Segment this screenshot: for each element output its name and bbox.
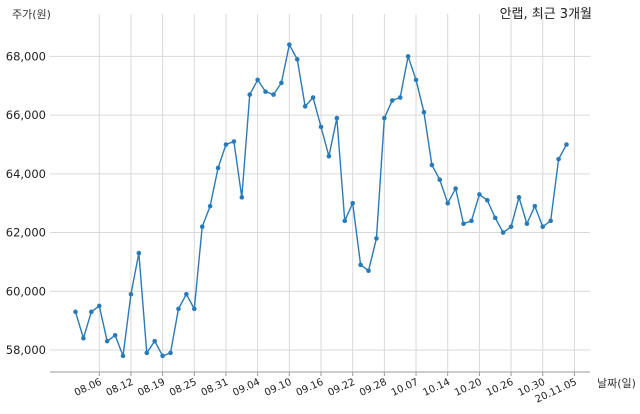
x-tick-label: 09.10 [263,377,294,399]
data-point [223,142,229,147]
x-tick-label: 10.07 [390,377,421,399]
x-tick-label: 08.06 [73,377,104,399]
y-tick-label: 64,000 [6,167,46,181]
x-tick-labels: 08.06 08.12 08.19 08.25 08.31 09.04 09.10 09.16… [73,377,579,406]
data-point [342,218,348,224]
data-point [413,77,419,83]
data-point [492,215,498,221]
data-point [136,250,142,256]
data-point [469,218,474,224]
data-point [318,124,324,130]
data-point [326,153,332,159]
data-point [120,353,126,359]
data-point [358,262,363,268]
data-point [191,306,197,312]
data-point [421,109,427,115]
x-tick-label: 08.12 [105,377,136,399]
data-point [73,309,78,315]
data-point [279,80,284,86]
data-point [485,197,490,203]
data-point [548,218,553,224]
data-point [532,203,538,209]
data-point [405,54,411,59]
y-axis-title: 주가(원) [12,8,51,21]
data-point [477,192,482,197]
data-point [429,162,435,168]
data-point [271,92,276,97]
data-point [540,224,546,229]
data-point [294,57,300,62]
data-point [500,230,506,235]
data-point [366,268,371,274]
data-point [239,195,245,200]
data-point [152,338,157,344]
data-point [168,350,173,356]
x-tick-label: 08.31 [200,377,231,399]
x-tick-label: 10.20 [453,377,484,399]
data-point [184,291,189,297]
y-tick-label: 58,000 [6,343,46,357]
data-point [310,95,316,100]
data-point [128,291,134,297]
y-tick-label: 60,000 [6,284,46,298]
data-point [247,92,253,97]
data-point [144,350,150,356]
x-tick-label: 09.28 [358,377,389,399]
y-tick-label: 62,000 [6,226,46,240]
data-point [207,203,213,209]
series [73,42,569,359]
data-point [231,139,237,144]
data-point [508,224,514,229]
data-point [374,236,379,241]
data-point [461,221,466,227]
x-tick-label: 08.25 [168,377,199,399]
x-tick-label: 08.19 [136,377,167,399]
data-point [199,224,205,229]
data-point [453,186,458,191]
data-point [287,42,292,47]
x-tick-label: 09.16 [295,377,326,399]
data-point [389,98,395,103]
data-point [81,335,86,341]
data-point [104,338,110,344]
x-axis-title: 날짜(일) [597,376,636,390]
chart-title: 안랩, 최근 3개월 [500,7,592,22]
data-point [263,89,268,94]
data-point [437,177,443,183]
data-point [215,165,221,171]
data-point [96,303,102,309]
data-point [516,195,522,200]
x-tick-label: 10.26 [485,377,516,399]
data-point [350,200,355,206]
y-tick-label: 66,000 [6,108,46,122]
data-point [160,353,165,359]
data-point [382,115,387,121]
data-point [176,306,181,312]
data-point [445,200,451,206]
x-tick-label: 09.22 [326,377,357,399]
data-point [564,142,569,147]
data-point [334,115,340,121]
data-point [112,333,118,338]
x-tick-label: 09.04 [231,377,262,399]
data-point [89,309,94,315]
grid [50,14,590,376]
data-point [302,104,308,109]
y-tick-label: 68,000 [6,49,46,63]
data-point [255,77,260,83]
x-tick-label: 10.14 [421,377,452,399]
data-point [556,156,561,162]
y-tick-labels: 58,000 60,000 62,000 64,000 66,000 68,000 [6,49,46,357]
data-point [397,95,403,100]
data-point [524,221,530,227]
